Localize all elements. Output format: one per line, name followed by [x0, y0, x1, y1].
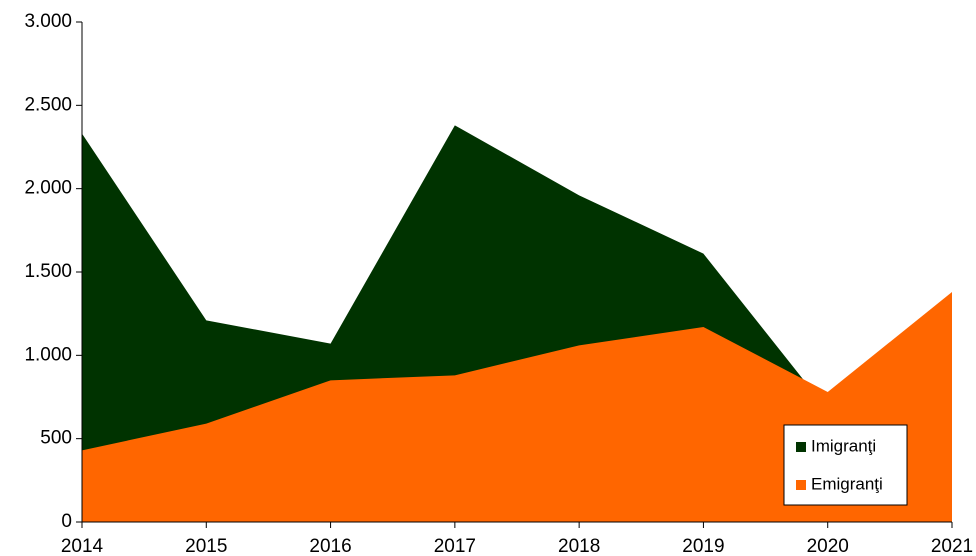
y-tick-label: 3.000	[24, 11, 72, 32]
x-tick-label: 2015	[185, 536, 227, 556]
legend-box	[783, 424, 908, 506]
y-tick-label: 1.500	[24, 261, 72, 282]
legend-swatch	[796, 442, 806, 452]
legend-label: Emigranţi	[811, 474, 883, 493]
legend-label: Imigranţi	[811, 436, 876, 455]
x-tick-label: 2019	[682, 536, 724, 556]
x-tick-label: 2018	[558, 536, 600, 556]
area	[82, 292, 952, 522]
y-tick-label: 0	[61, 511, 72, 532]
x-tick-label: 2017	[434, 536, 476, 556]
x-tick-label: 2014	[61, 536, 104, 556]
legend-swatch	[796, 480, 806, 490]
x-tick-label: 2020	[807, 536, 849, 556]
y-tick-label: 2.500	[24, 94, 72, 115]
x-tick-label: 2016	[309, 536, 351, 556]
x-tick-label: 2021	[931, 536, 973, 556]
y-tick-label: 500	[40, 428, 72, 449]
y-tick-label: 1.000	[24, 344, 72, 365]
y-tick-label: 2.000	[24, 178, 72, 199]
